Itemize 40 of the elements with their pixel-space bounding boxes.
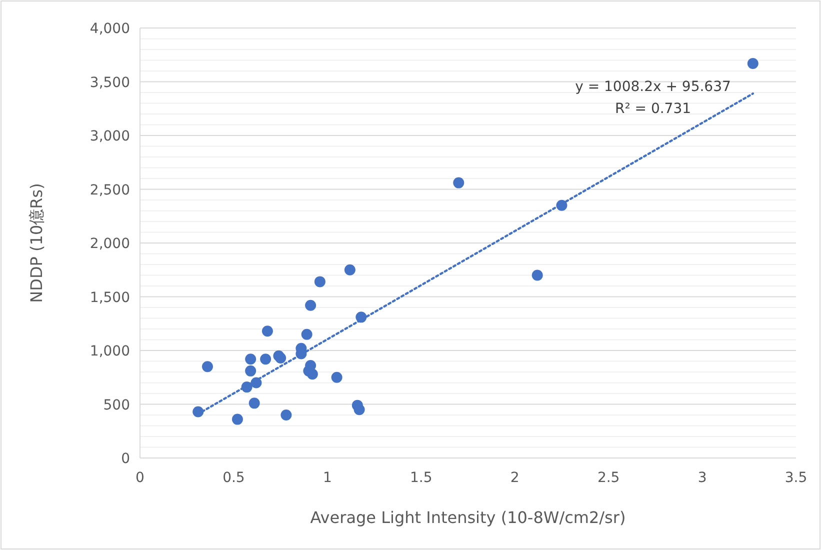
- point: [532, 270, 543, 281]
- y-tick-label: 1,000: [90, 344, 130, 360]
- point: [344, 264, 356, 276]
- point: [260, 354, 272, 365]
- point: [232, 414, 243, 425]
- y-tick-label: 500: [103, 397, 130, 414]
- x-tick-label: 3.5: [784, 470, 808, 486]
- x-tick-label: 0: [136, 470, 144, 486]
- point: [453, 177, 464, 188]
- point: [275, 352, 286, 364]
- x-tick-label: 1.5: [410, 470, 432, 486]
- y-axis-title: NDDP (10億Rs): [27, 183, 46, 303]
- y-tick-label: 4,000: [90, 21, 130, 37]
- point: [245, 365, 256, 376]
- point: [747, 58, 758, 69]
- annotation: R² = 0.731: [614, 101, 692, 117]
- point: [306, 368, 318, 380]
- y-tick-label: 3,000: [90, 128, 130, 144]
- annotation: y = 1008.2x + 95.637: [575, 79, 731, 95]
- x-tick-label: 0.5: [222, 470, 245, 486]
- point: [202, 361, 213, 372]
- y-tick-label: 0: [121, 451, 130, 467]
- x-tick-label: 2: [510, 470, 520, 486]
- point: [280, 410, 292, 420]
- x-tick-label: 1: [322, 470, 332, 486]
- point: [248, 398, 260, 409]
- point: [305, 300, 316, 311]
- point: [245, 354, 256, 365]
- point: [331, 372, 342, 383]
- x-axis-title: Average Light Intensity (10-8W/cm2/sr): [310, 508, 626, 527]
- y-tick-label: 2,500: [90, 182, 130, 198]
- y-tick-label: 2,000: [90, 236, 130, 252]
- x-tick-label: 3: [698, 470, 707, 486]
- point: [301, 328, 312, 340]
- point: [314, 276, 326, 288]
- y-tick-label: 1,500: [90, 290, 130, 306]
- x-tick-label: 2.5: [597, 470, 620, 486]
- point: [354, 404, 365, 416]
- point: [262, 326, 273, 337]
- y-tick-label: 3,500: [90, 74, 130, 91]
